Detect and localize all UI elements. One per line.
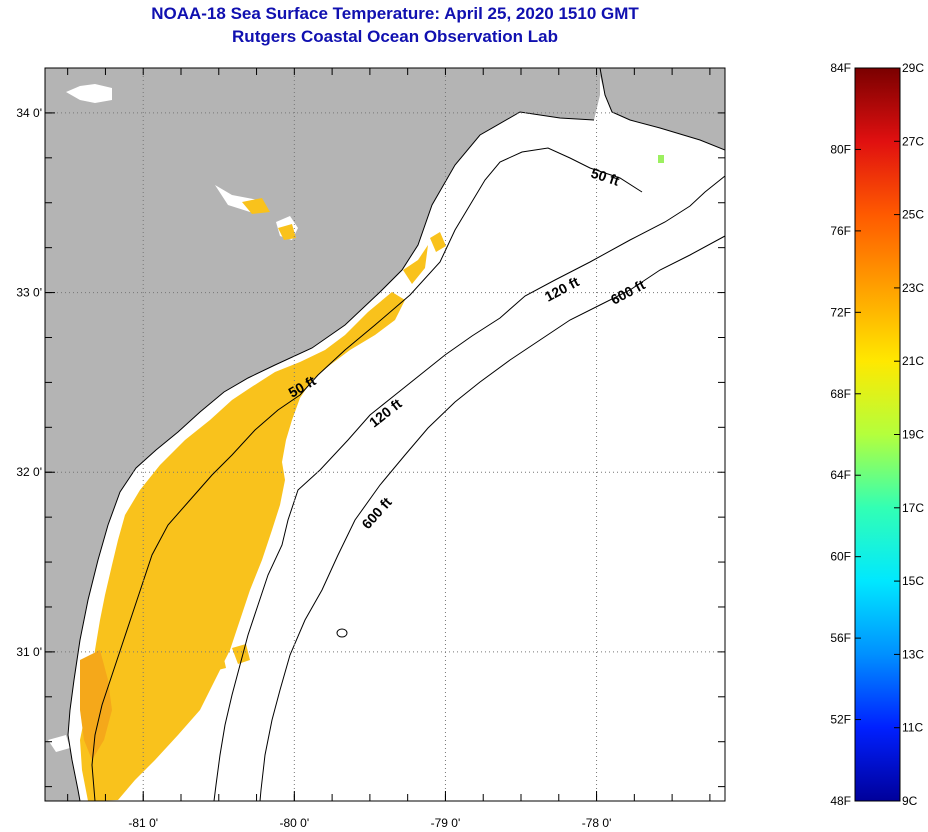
- sst-patch-main: [80, 292, 405, 801]
- sst-patch-small: [430, 232, 446, 252]
- map-ticks: [45, 68, 725, 801]
- y-tick-label: 34 0': [16, 106, 42, 120]
- map-title: NOAA-18 Sea Surface Temperature: April 2…: [151, 4, 639, 23]
- y-tick-label: 31 0': [16, 645, 42, 659]
- sst-patch-warm: [80, 650, 112, 760]
- inland-water: [48, 735, 70, 752]
- sst-patch-small: [278, 224, 296, 240]
- colorbar-c-label: 23C: [902, 281, 924, 295]
- colorbar-c-label: 13C: [902, 647, 924, 661]
- map-frame: [44, 67, 726, 802]
- sst-patch-small: [403, 245, 428, 284]
- sst-pixel: [658, 155, 664, 163]
- colorbar-c-label: 11C: [902, 721, 923, 735]
- colorbar-gradient: [854, 67, 901, 802]
- x-tick-label: -81 0': [128, 816, 158, 830]
- colorbar-c-label: 29C: [902, 61, 924, 75]
- inland-water: [66, 84, 112, 103]
- land-mass: [45, 68, 600, 801]
- sst-patch-small: [205, 650, 226, 672]
- contour-islet: [336, 628, 348, 638]
- sst-patch-small: [232, 644, 250, 664]
- colorbar-c-label: 9C: [902, 794, 918, 808]
- colorbar-labels: 84F 80F 76F 72F 68F 64F 60F 56F 52F 48F 29C 27C 25C 2…: [830, 61, 924, 808]
- colorbar-c-label: 15C: [902, 574, 924, 588]
- colorbar-f-label: 80F: [830, 142, 851, 156]
- colorbar-f-label: 52F: [830, 713, 851, 727]
- colorbar-f-label: 64F: [830, 468, 851, 482]
- colorbar-f-label: 60F: [830, 550, 851, 564]
- x-tick-label: -79 0': [431, 816, 461, 830]
- colorbar-f-label: 76F: [830, 224, 851, 238]
- contour-600ft: [259, 235, 725, 801]
- colorbar-f-label: 84F: [830, 61, 851, 75]
- colorbar-f-label: 72F: [830, 305, 851, 319]
- map-subtitle: Rutgers Coastal Ocean Observation Lab: [232, 27, 558, 46]
- contour-120ft: [213, 175, 725, 801]
- land-northeast: [598, 68, 725, 150]
- colorbar-c-label: 27C: [902, 134, 924, 148]
- x-tick-label: -80 0': [280, 816, 310, 830]
- coastline: [67, 111, 595, 801]
- contour-50ft: [91, 147, 643, 801]
- map-tick-labels: -81 0' -80 0' -79 0' -78 0' 34 0' 33 0' 32 0' 3…: [16, 106, 611, 830]
- coastline: [599, 68, 725, 151]
- colorbar-c-label: 21C: [902, 354, 924, 368]
- colorbar-c-label: 19C: [902, 428, 924, 442]
- x-tick-label: -78 0': [582, 816, 612, 830]
- colorbar-c-label: 17C: [902, 501, 924, 515]
- colorbar-f-label: 68F: [830, 387, 851, 401]
- colorbar-c-label: 25C: [902, 208, 924, 222]
- colorbar-f-label: 48F: [830, 794, 851, 808]
- y-tick-label: 33 0': [16, 286, 42, 300]
- colorbar-f-label: 56F: [830, 631, 851, 645]
- colorbar-ticks: [855, 67, 900, 802]
- graticule: [45, 68, 725, 801]
- sst-patch-small: [242, 198, 270, 214]
- y-tick-label: 32 0': [16, 465, 42, 479]
